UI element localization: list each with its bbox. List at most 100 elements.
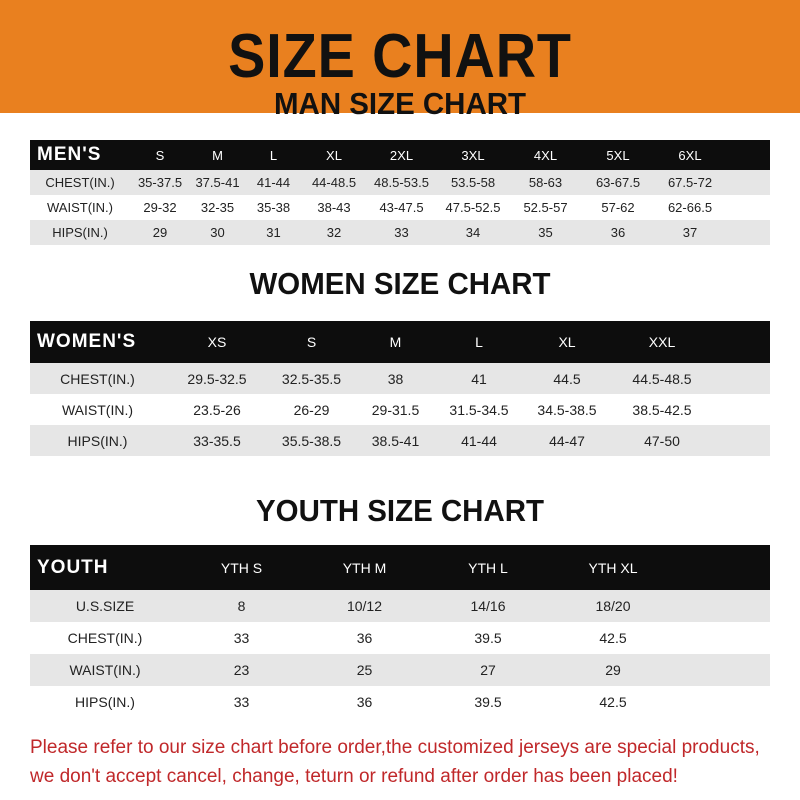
measurement-cell: 62-66.5 <box>667 200 713 215</box>
youth-size-table: YOUTH YTH S YTH M YTH L YTH XL U.S.SIZE 8 10/12… <box>30 545 770 718</box>
measurement-cell: 47.5-52.5 <box>445 200 501 215</box>
measurement-cell: 41-44 <box>256 175 291 190</box>
measurement-cell: 23.5-26 <box>193 401 241 418</box>
table-row: U.S.SIZE 8 10/12 14/16 18/20 <box>30 590 770 622</box>
size-header-cell: XS <box>207 334 227 350</box>
table-row: HIPS(IN.) 33-35.5 35.5-38.5 38.5-41 41-44 44-… <box>30 425 770 456</box>
table-row: CHEST(IN.) 35-37.5 37.5-41 41-44 44-48.5 48.5… <box>30 170 770 195</box>
measurement-cell: 38-43 <box>317 200 351 215</box>
row-label: CHEST(IN.) <box>67 630 143 646</box>
size-header-cell: 2XL <box>389 147 414 163</box>
measurement-cell: 44-48.5 <box>311 175 357 190</box>
men-size-table: MEN'S S M L XL 2XL 3XL 4XL 5XL 6XL CHEST(IN.) 35-37… <box>30 140 770 245</box>
measurement-cell: 42.5 <box>599 694 627 710</box>
measurement-cell: 33 <box>394 225 409 240</box>
measurement-cell: 29-32 <box>143 200 177 215</box>
order-notice-line-2: we don't accept cancel, change, teturn o… <box>30 766 678 787</box>
measurement-cell: 36 <box>610 225 626 240</box>
measurement-cell: 35-38 <box>256 200 291 215</box>
row-label: CHEST(IN.) <box>60 370 135 387</box>
size-header-cell: XL <box>558 334 576 350</box>
measurement-cell: 43-47.5 <box>379 200 424 215</box>
measurement-cell: 37 <box>682 225 698 240</box>
measurement-cell: 29 <box>605 662 621 678</box>
order-notice: Please refer to our size chart before or… <box>30 733 790 791</box>
size-header-cell: 5XL <box>606 147 630 163</box>
measurement-cell: 33 <box>233 630 250 646</box>
table-header-row: WOMEN'S XS S M L XL XXL <box>30 321 770 363</box>
main-title: SIZE CHART <box>228 22 572 91</box>
measurement-cell: 36 <box>356 630 373 646</box>
measurement-cell: 39.5 <box>474 694 502 710</box>
table-row: WAIST(IN.) 29-32 32-35 35-38 38-43 43-47.5 47.… <box>30 195 770 220</box>
table-row: HIPS(IN.) 29 30 31 32 33 34 35 36 37 <box>30 220 770 245</box>
measurement-cell: 29.5-32.5 <box>187 370 247 387</box>
size-header-cell: 3XL <box>461 147 485 163</box>
measurement-cell: 8 <box>237 598 246 614</box>
measurement-cell: 34.5-38.5 <box>537 401 597 418</box>
measurement-cell: 36 <box>356 694 373 710</box>
table-header-label: WOMEN'S <box>37 331 137 352</box>
measurement-cell: 14/16 <box>470 598 506 614</box>
size-header-cell: YTH M <box>342 559 387 576</box>
measurement-cell: 44.5-48.5 <box>632 370 692 387</box>
women-size-table: WOMEN'S XS S M L XL XXL CHEST(IN.) 29.5-32.5 32.5… <box>30 321 770 456</box>
measurement-cell: 41-44 <box>461 432 497 449</box>
measurement-cell: 42.5 <box>599 630 627 646</box>
size-header-cell: L <box>269 147 278 163</box>
measurement-cell: 63-67.5 <box>595 175 641 190</box>
measurement-cell: 26-29 <box>293 401 330 418</box>
measurement-cell: 32.5-35.5 <box>281 370 342 387</box>
measurement-cell: 34 <box>465 225 481 240</box>
row-label: CHEST(IN.) <box>45 175 115 190</box>
size-header-cell: YTH L <box>468 559 508 576</box>
measurement-cell: 31.5-34.5 <box>449 401 509 418</box>
size-chart-banner: SIZE CHART <box>0 0 800 113</box>
measurement-cell: 25 <box>356 662 373 678</box>
row-label: WAIST(IN.) <box>47 200 113 215</box>
measurement-cell: 29-31.5 <box>371 401 420 418</box>
size-header-cell: YTH XL <box>588 559 638 576</box>
table-header-row: MEN'S S M L XL 2XL 3XL 4XL 5XL 6XL <box>30 140 770 170</box>
measurement-cell: 57-62 <box>601 200 635 215</box>
measurement-cell: 29 <box>152 225 168 240</box>
measurement-cell: 44-47 <box>549 432 585 449</box>
table-header-label: MEN'S <box>37 144 102 165</box>
table-header-row: YOUTH YTH S YTH M YTH L YTH XL <box>30 545 770 590</box>
row-label: HIPS(IN.) <box>67 432 128 449</box>
women-section-title: WOMEN SIZE CHART <box>249 266 551 301</box>
size-header-cell: S <box>155 147 165 163</box>
measurement-cell: 30 <box>210 225 225 240</box>
size-header-cell: L <box>475 334 483 350</box>
table-row: HIPS(IN.) 33 36 39.5 42.5 <box>30 686 770 718</box>
measurement-cell: 47-50 <box>644 432 680 449</box>
measurement-cell: 35 <box>538 225 553 240</box>
measurement-cell: 18/20 <box>595 598 631 614</box>
measurement-cell: 38.5-41 <box>371 432 420 449</box>
row-label: WAIST(IN.) <box>61 401 134 418</box>
measurement-cell: 39.5 <box>474 630 502 646</box>
row-label: U.S.SIZE <box>75 598 135 614</box>
measurement-cell: 41 <box>471 370 487 387</box>
measurement-cell: 10/12 <box>346 598 383 614</box>
measurement-cell: 37.5-41 <box>195 175 240 190</box>
measurement-cell: 48.5-53.5 <box>374 175 429 190</box>
youth-section-title: YOUTH SIZE CHART <box>256 493 544 528</box>
measurement-cell: 31 <box>266 225 281 240</box>
table-row: CHEST(IN.) 33 36 39.5 42.5 <box>30 622 770 654</box>
table-row: WAIST(IN.) 23.5-26 26-29 29-31.5 31.5-34.5 34… <box>30 394 770 425</box>
table-row: WAIST(IN.) 23 25 27 29 <box>30 654 770 686</box>
measurement-cell: 44.5 <box>553 370 581 387</box>
order-notice-line-1: Please refer to our size chart before or… <box>30 737 760 758</box>
measurement-cell: 33-35.5 <box>193 432 241 449</box>
measurement-cell: 33 <box>233 694 250 710</box>
measurement-cell: 35.5-38.5 <box>281 432 342 449</box>
measurement-cell: 67.5-72 <box>667 175 713 190</box>
men-section-title: MAN SIZE CHART <box>274 86 526 121</box>
measurement-cell: 27 <box>480 662 496 678</box>
table-row: CHEST(IN.) 29.5-32.5 32.5-35.5 38 41 44.5 44.5… <box>30 363 770 394</box>
measurement-cell: 23 <box>233 662 250 678</box>
size-header-cell: M <box>389 334 402 350</box>
row-label: HIPS(IN.) <box>75 694 135 710</box>
measurement-cell: 32 <box>326 225 342 240</box>
